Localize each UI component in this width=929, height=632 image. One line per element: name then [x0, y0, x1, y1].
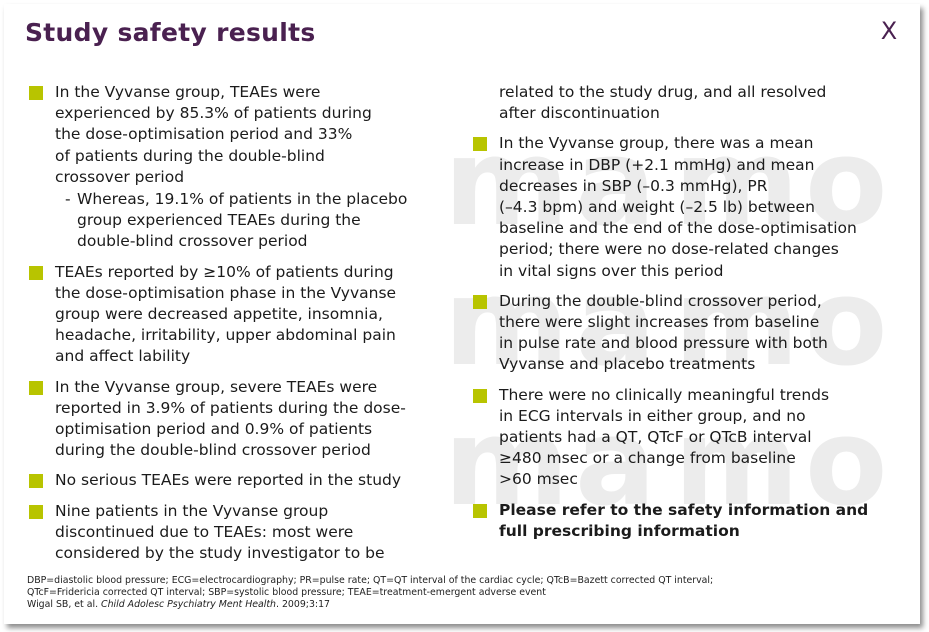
- close-button[interactable]: X: [880, 17, 898, 45]
- dash-marker: -: [65, 190, 71, 209]
- abbreviations-line: QTcF=Fridericia corrected QT interval; S…: [27, 587, 546, 598]
- bullet-square-icon: [473, 294, 487, 309]
- list-item: TEAEs reported by ≥10% of patients durin…: [27, 262, 457, 368]
- bullet-square-icon: [29, 474, 43, 489]
- bullet-text: Please refer to the safety information a…: [499, 500, 869, 540]
- list-item: There were no clinically meaningful tren…: [471, 385, 911, 491]
- list-item: In the Vyvanse group, there was a mean i…: [471, 133, 911, 281]
- right-column: related to the study drug, and all resol…: [471, 82, 911, 551]
- list-item-continuation: related to the study drug, and all resol…: [499, 83, 827, 123]
- list-item: In the Vyvanse group, TEAEs were experie…: [27, 82, 457, 253]
- bullet-text: There were no clinically meaningful tren…: [499, 385, 830, 489]
- list-item: No serious TEAEs were reported in the st…: [27, 470, 457, 491]
- bullet-text: No serious TEAEs were reported in the st…: [55, 471, 402, 490]
- sub-bullet: - Whereas, 19.1% of patients in the plac…: [65, 190, 408, 251]
- reference-citation: Wigal SB, et al. Child Adolesc Psychiatr…: [27, 599, 331, 610]
- slide-panel: ma mo ma mo ma mo Study safety results X…: [4, 4, 920, 624]
- bullet-square-icon: [29, 380, 43, 395]
- bullet-text: In the Vyvanse group, TEAEs were experie…: [55, 83, 372, 186]
- bullet-text: In the Vyvanse group, severe TEAEs were …: [55, 377, 406, 460]
- abbreviations-line: DBP=diastolic blood pressure; ECG=electr…: [27, 575, 714, 586]
- bullet-text: In the Vyvanse group, there was a mean i…: [499, 134, 857, 280]
- footnotes: DBP=diastolic blood pressure; ECG=electr…: [27, 575, 907, 611]
- bullet-square-icon: [473, 503, 487, 518]
- list-item: Nine patients in the Vyvanse group disco…: [27, 501, 457, 565]
- bullet-text: TEAEs reported by ≥10% of patients durin…: [55, 262, 397, 366]
- bullet-square-icon: [29, 504, 43, 519]
- left-column: In the Vyvanse group, TEAEs were experie…: [27, 82, 457, 573]
- bullet-square-icon: [29, 265, 43, 280]
- bullet-square-icon: [473, 137, 487, 152]
- bullet-square-icon: [473, 388, 487, 403]
- list-item: During the double-blind crossover period…: [471, 291, 911, 376]
- bullet-square-icon: [29, 86, 43, 100]
- list-item-important: Please refer to the safety information a…: [471, 500, 911, 542]
- bullet-text: Nine patients in the Vyvanse group disco…: [55, 501, 385, 563]
- bullet-text: During the double-blind crossover period…: [499, 291, 828, 374]
- page-title: Study safety results: [25, 18, 316, 47]
- list-item: In the Vyvanse group, severe TEAEs were …: [27, 377, 457, 462]
